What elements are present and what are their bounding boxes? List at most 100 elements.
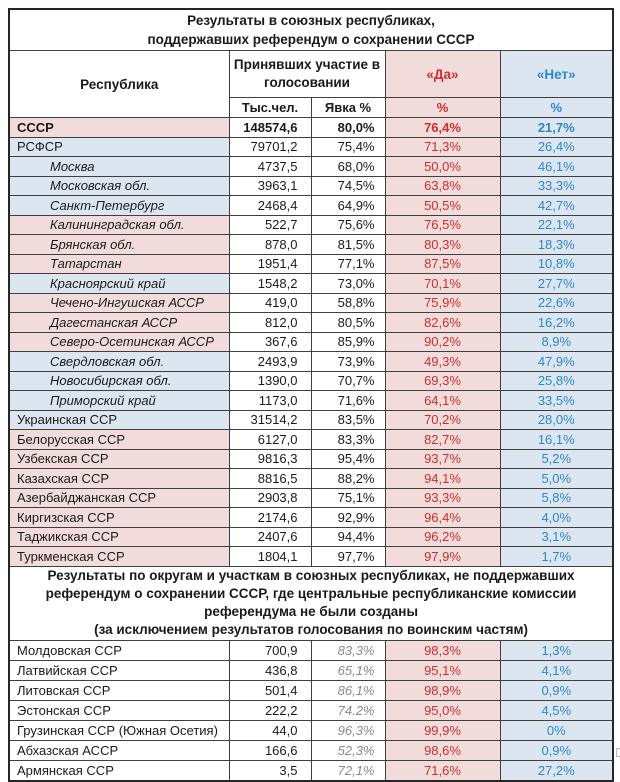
yes-percent-cell: 94,1% [384,468,501,489]
yes-percent-cell: 97,9% [384,546,501,567]
participants-thousands-cell: 166,6 [228,739,312,761]
table-row: Приморский край 1173,0 71,6% 64,1% 33,5% [8,390,614,411]
turnout-cell: 74.2% [310,699,386,721]
table-row: Татарстан 1951,4 77,1% 87,5% 10,8% [8,253,614,274]
turnout-cell: 52,3% [310,739,386,761]
no-percent-cell: 16,2% [499,312,614,333]
section1-title-row: Результаты в союзных республиках, поддер… [8,8,614,51]
turnout-cell: 86,1% [310,679,386,701]
republic-name-cell: Санкт-Петербург [8,195,230,216]
column-header-yes: «Да» [384,50,501,98]
yes-percent-cell: 80,3% [384,234,501,255]
republic-name-cell: Татарстан [8,253,230,274]
table-row: Латвийская ССР 436,8 65,1% 95,1% 4,1% [8,659,614,681]
table-row: Калининградская обл. 522,7 75,6% 76,5% 22,1% [8,214,614,235]
table-row: Молдовская ССР 700,9 83,3% 98,3% 1,3% [8,639,614,661]
no-percent-cell: 25,8% [499,370,614,391]
table-resize-handle [616,748,620,757]
table-row: Грузинская ССР (Южная Осетия) 44,0 96,3% 99… [8,719,614,741]
no-percent-cell: 5,0% [499,468,614,489]
participants-thousands-cell: 8816,5 [228,468,312,489]
republic-name-cell: Литовская ССР [8,679,230,701]
republic-name-cell: Новосибирская обл. [8,370,230,391]
no-percent-cell: 10,8% [499,253,614,274]
participants-thousands-cell: 367,6 [228,331,312,352]
turnout-cell: 64,9% [310,195,386,216]
participants-thousands-cell: 148574,6 [228,117,312,138]
yes-percent-cell: 50,0% [384,156,501,177]
referendum-results-document: Результаты в союзных республиках, поддер… [8,8,620,782]
table-row: Узбекская ССР 9816,3 95,4% 93,7% 5,2% [8,448,614,469]
participants-thousands-cell: 222,2 [228,699,312,721]
republic-name-cell: Московская обл. [8,175,230,196]
table-row: Белорусская ССР 6127,0 83,3% 82,7% 16,1% [8,429,614,450]
column-header-no: «Нет» [499,50,614,98]
no-percent-cell: 5,8% [499,487,614,508]
turnout-cell: 81,5% [310,234,386,255]
column-subheader-turnout: Явка % [310,97,386,118]
column-subheader-yes-pct: % [384,97,501,118]
republic-name-cell: Москва [8,156,230,177]
no-percent-cell: 46,1% [499,156,614,177]
yes-percent-cell: 98,3% [384,639,501,661]
no-percent-cell: 21,7% [499,117,614,138]
participants-thousands-cell: 31514,2 [228,409,312,430]
turnout-cell: 74,5% [310,175,386,196]
yes-percent-cell: 71,6% [384,759,501,781]
no-percent-cell: 26,4% [499,136,614,157]
republic-name-cell: Северо-Осетинская АССР [8,331,230,352]
yes-percent-cell: 96,4% [384,507,501,528]
yes-percent-cell: 98,6% [384,739,501,761]
yes-percent-cell: 87,5% [384,253,501,274]
yes-percent-cell: 70,2% [384,409,501,430]
table-row: Брянская обл. 878,0 81,5% 80,3% 18,3% [8,234,614,255]
republic-name-cell: Свердловская обл. [8,351,230,372]
republic-name-cell: Молдовская ССР [8,639,230,661]
table-row: СССР 148574,6 80,0% 76,4% 21,7% [8,117,614,138]
column-header-republic: Республика [8,50,230,118]
table-row: Эстонская ССР 222,2 74.2% 95,0% 4,5% [8,699,614,721]
participants-thousands-cell: 1390,0 [228,370,312,391]
no-percent-cell: 0,9% [499,679,614,701]
table-row: Абхазская АССР 166,6 52,3% 98,6% 0,9% [8,739,614,761]
turnout-cell: 70,7% [310,370,386,391]
republic-name-cell: Дагестанская АССР [8,312,230,333]
participants-thousands-cell: 1173,0 [228,390,312,411]
participants-thousands-cell: 6127,0 [228,429,312,450]
referendum-results-table: Результаты в союзных республиках, поддер… [8,8,615,782]
turnout-cell: 80,5% [310,312,386,333]
republic-name-cell: Эстонская ССР [8,699,230,721]
no-percent-cell: 22,6% [499,292,614,313]
participants-thousands-cell: 9816,3 [228,448,312,469]
no-percent-cell: 33,5% [499,390,614,411]
section1-title: Результаты в союзных республиках, поддер… [8,8,614,51]
section2-title: Результаты по округам и участкам в союзн… [8,565,614,641]
republic-name-cell: Узбекская ССР [8,448,230,469]
section2-title-line1: Результаты по округам и участкам в союзн… [47,568,575,583]
participants-thousands-cell: 4737,5 [228,156,312,177]
table-row: Туркменская ССР 1804,1 97,7% 97,9% 1,7% [8,546,614,567]
turnout-cell: 88,2% [310,468,386,489]
participants-thousands-cell: 1951,4 [228,253,312,274]
republic-name-cell: Армянская ССР [8,759,230,781]
turnout-cell: 75,4% [310,136,386,157]
section1-title-line2: поддержавших референдум о сохранении ССС… [147,32,475,47]
no-percent-cell: 47,9% [499,351,614,372]
turnout-cell: 96,3% [310,719,386,741]
no-percent-cell: 0,9% [499,739,614,761]
participants-thousands-cell: 812,0 [228,312,312,333]
republic-name-cell: Абхазская АССР [8,739,230,761]
participants-thousands-cell: 2174,6 [228,507,312,528]
republic-name-cell: Киргизская ССР [8,507,230,528]
yes-percent-cell: 93,3% [384,487,501,508]
participants-thousands-cell: 700,9 [228,639,312,661]
republic-name-cell: СССР [8,117,230,138]
no-percent-cell: 16,1% [499,429,614,450]
table-row: Таджикская ССР 2407,6 94,4% 96,2% 3,1% [8,526,614,547]
participants-thousands-cell: 2407,6 [228,526,312,547]
participants-thousands-cell: 436,8 [228,659,312,681]
republic-name-cell: Красноярский край [8,273,230,294]
no-percent-cell: 1,3% [499,639,614,661]
no-percent-cell: 4,5% [499,699,614,721]
turnout-cell: 97,7% [310,546,386,567]
